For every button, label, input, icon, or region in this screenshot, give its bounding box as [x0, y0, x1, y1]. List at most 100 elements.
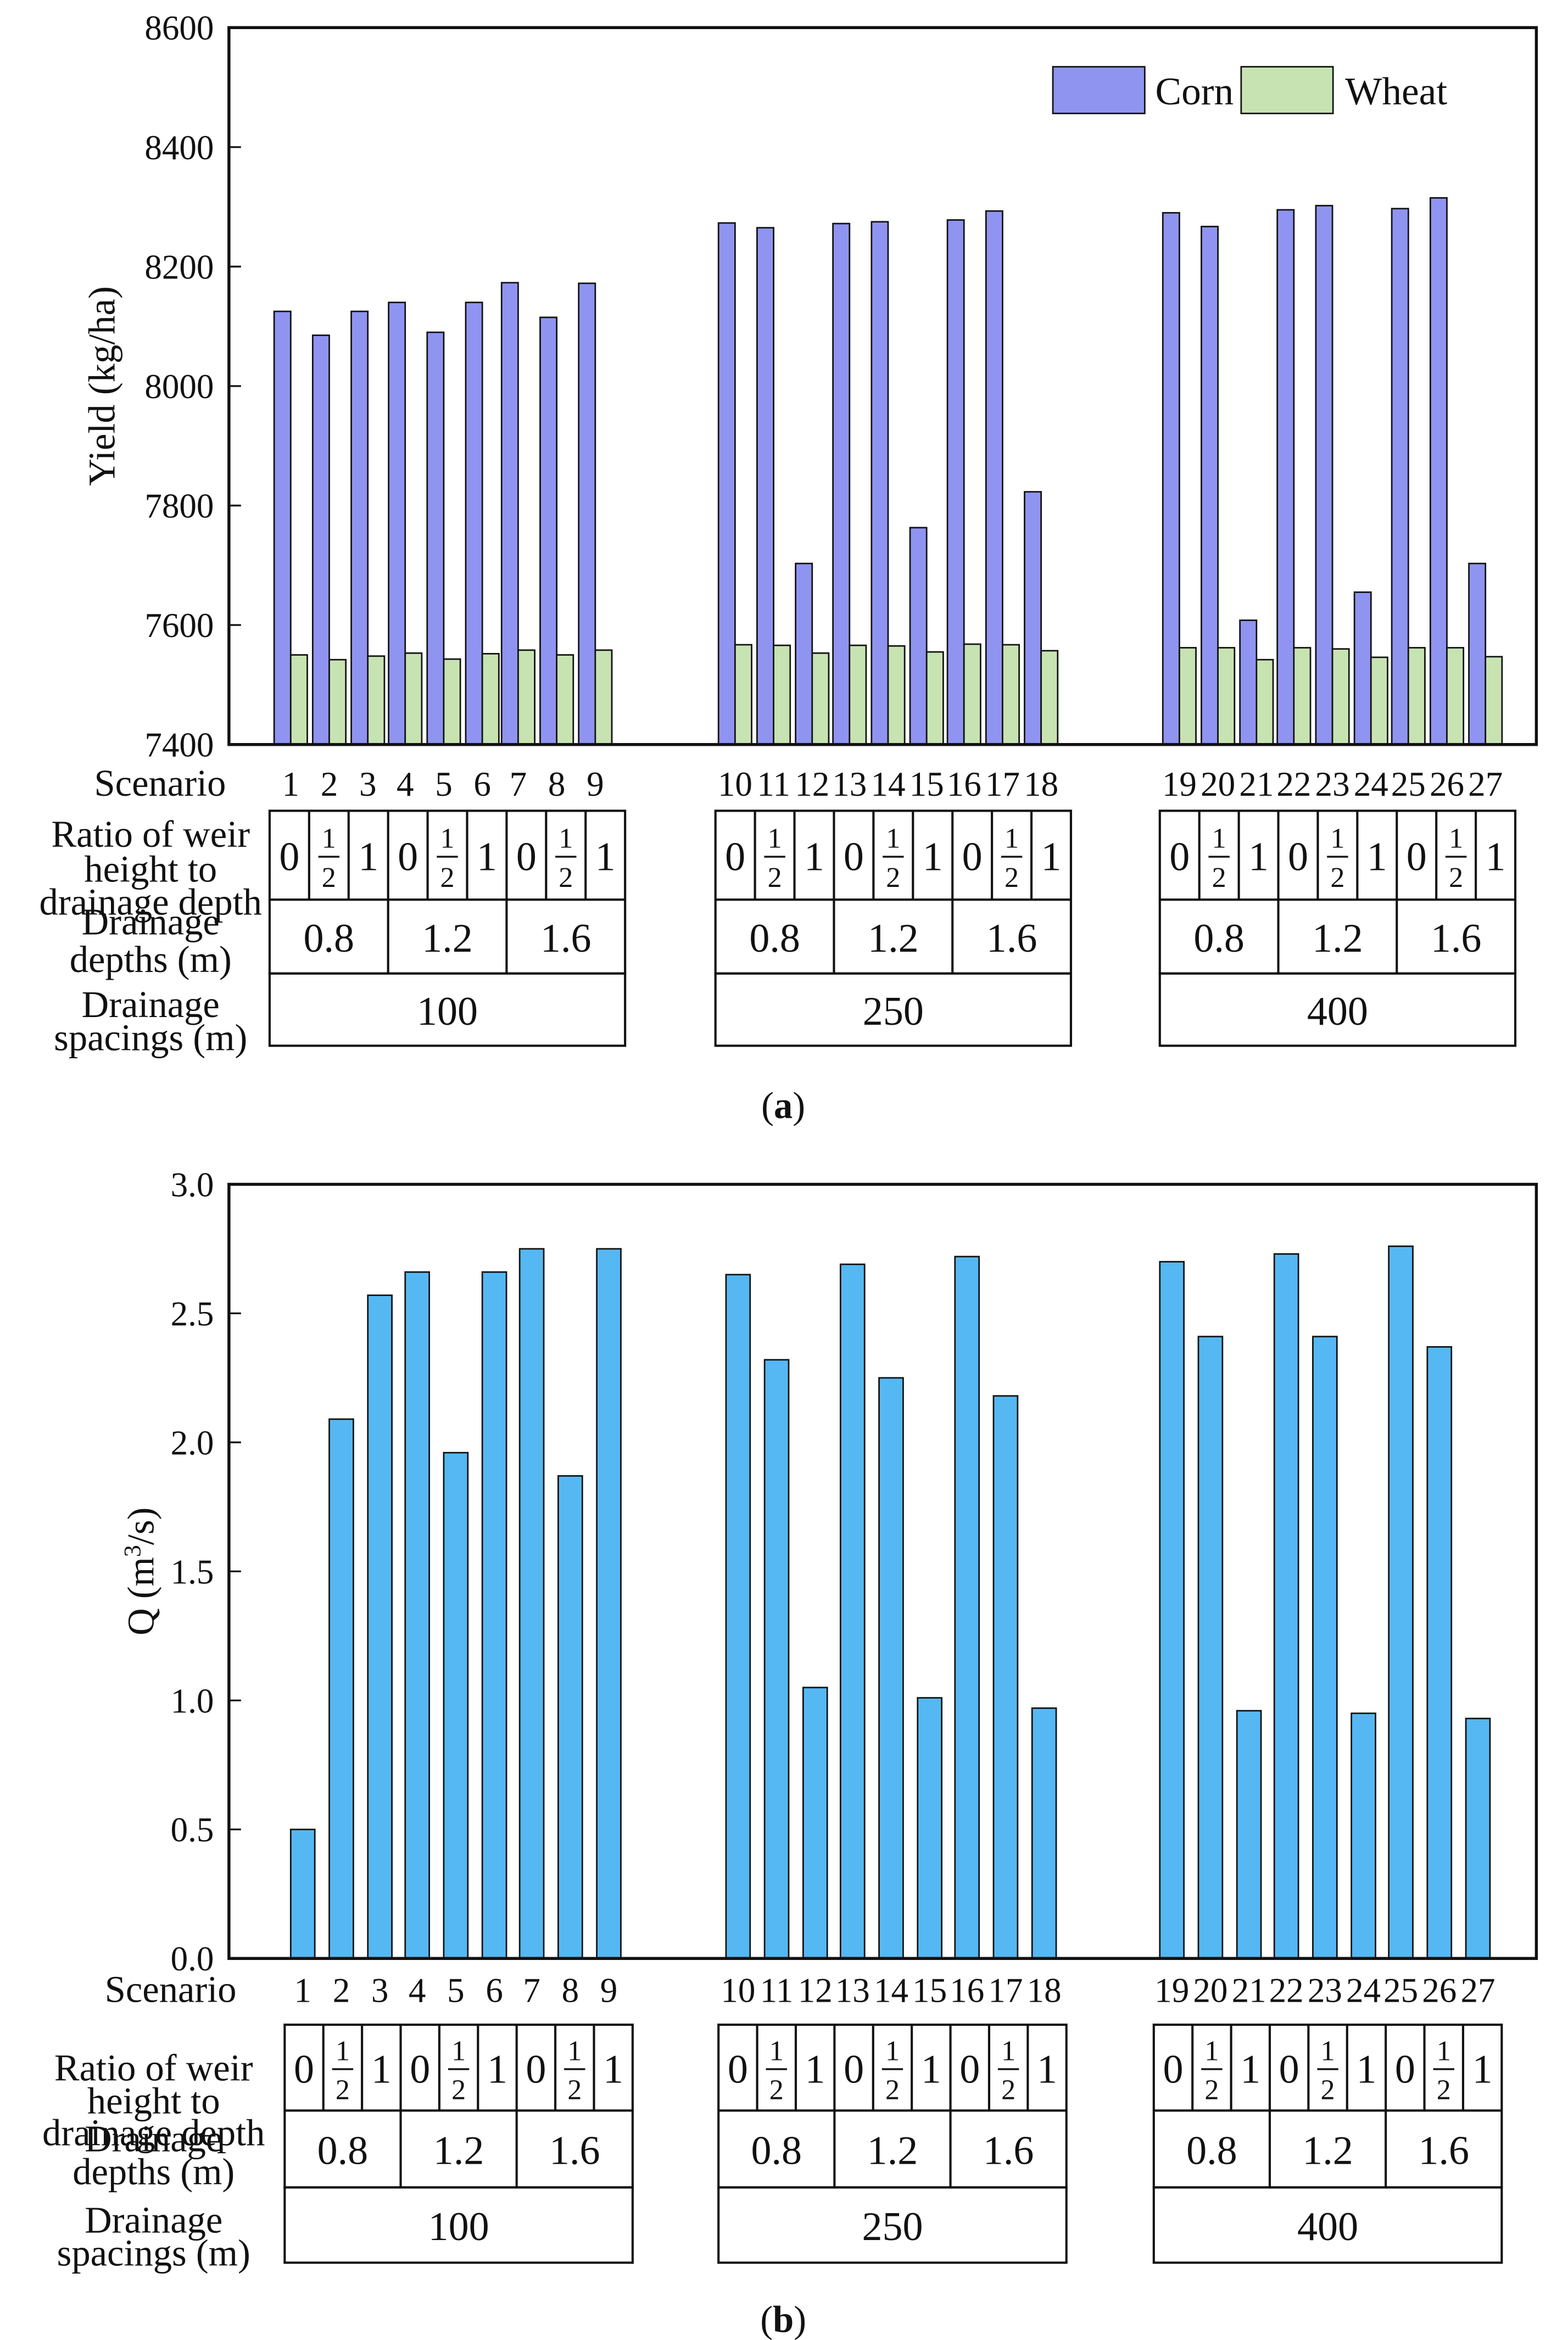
scenario-number: 25	[1383, 1972, 1418, 2010]
ratio-value: 1	[371, 2047, 392, 2092]
y-tick-label: 8600	[144, 9, 214, 47]
ratio-value: 0	[294, 2047, 314, 2092]
scenario-number: 18	[1024, 765, 1058, 803]
bar-wheat-scenario-22	[1293, 647, 1312, 746]
scenario-number: 22	[1276, 765, 1311, 803]
bar-corn-scenario-7	[500, 282, 519, 746]
bar-q-scenario-5	[443, 1451, 469, 1959]
bar-wheat-scenario-15	[925, 651, 944, 746]
depth-value: 0.8	[317, 2129, 369, 2174]
scenario-number: 27	[1468, 765, 1503, 803]
ratio-fraction-numerator: 1	[1001, 2035, 1015, 2067]
ratio-fraction-denominator: 2	[1449, 862, 1463, 893]
scenario-number: 16	[947, 765, 981, 803]
row-label-ratio: Ratio of weir	[51, 813, 250, 855]
bar-corn-scenario-23	[1315, 205, 1333, 746]
y-tick-label: 7600	[144, 606, 214, 645]
ratio-value: 0	[398, 835, 418, 880]
scenario-number: 2	[321, 765, 338, 803]
bar-q-scenario-13	[839, 1263, 866, 1959]
depth-value: 1.2	[1302, 2129, 1353, 2174]
bar-q-scenario-16	[954, 1255, 980, 1959]
scenario-number: 4	[409, 1972, 426, 2010]
scenario-number: 7	[523, 1972, 540, 2010]
ratio-fraction-denominator: 2	[769, 2075, 784, 2106]
ratio-fraction-numerator: 1	[567, 2035, 582, 2067]
ratio-value: 0	[962, 835, 983, 880]
spacing-value: 250	[863, 989, 924, 1034]
scenario-number: 20	[1193, 1972, 1227, 2010]
scenario-number: 13	[835, 1972, 870, 2010]
row-label-depths: Drainage	[85, 2118, 222, 2159]
scenario-number: 9	[587, 765, 604, 803]
bar-q-scenario-24	[1351, 1712, 1376, 1959]
depth-value: 1.6	[540, 916, 592, 961]
ratio-fraction-denominator: 2	[322, 862, 336, 893]
ratio-fraction-denominator: 2	[885, 2075, 900, 2106]
bar-q-scenario-4	[404, 1271, 430, 1959]
bar-wheat-scenario-6	[481, 652, 500, 746]
ratio-fraction-denominator: 2	[440, 862, 455, 893]
scenario-number: 26	[1422, 1972, 1457, 2010]
table-spacing-border	[717, 2186, 1068, 2264]
scenario-number: 2	[333, 1972, 350, 2010]
y-tick-label: 0.0	[171, 1940, 214, 1978]
spacing-value: 250	[862, 2204, 923, 2249]
depth-value: 1.2	[867, 2129, 918, 2174]
bar-corn-scenario-16	[946, 219, 965, 746]
ratio-fraction-denominator: 2	[1212, 862, 1226, 893]
bar-q-scenario-15	[917, 1697, 943, 1959]
bar-wheat-scenario-1	[289, 654, 308, 746]
y-tick-label: 7400	[144, 726, 214, 764]
legend-label-wheat: Wheat	[1345, 70, 1447, 113]
bar-wheat-scenario-27	[1485, 656, 1503, 746]
ratio-fraction-numerator: 1	[440, 823, 455, 855]
ratio-fraction-numerator: 1	[1449, 823, 1463, 855]
ratio-value: 1	[921, 2047, 941, 2092]
ratio-fraction-denominator: 2	[1001, 2075, 1015, 2106]
ratio-value: 0	[728, 2047, 748, 2092]
ratio-value: 0	[516, 835, 537, 880]
ratio-value: 1	[1486, 835, 1506, 880]
ratio-fraction-numerator: 1	[451, 2035, 466, 2067]
legend-label-corn: Corn	[1156, 70, 1234, 113]
ratio-fraction-denominator: 2	[1005, 862, 1019, 893]
scenario-number: 26	[1430, 765, 1464, 803]
bar-corn-scenario-11	[756, 227, 774, 746]
spacing-value: 400	[1307, 989, 1368, 1034]
ratio-value: 1	[595, 835, 616, 880]
scenario-number: 14	[874, 1972, 908, 2010]
legend-swatch-wheat	[1240, 66, 1334, 114]
bar-wheat-scenario-7	[517, 649, 535, 746]
ratio-value: 0	[1279, 2047, 1299, 2092]
bar-corn-scenario-19	[1162, 212, 1180, 746]
ratio-fraction-numerator: 1	[1005, 823, 1019, 855]
y-axis-label: Q (m3/s)	[120, 1507, 162, 1635]
ratio-value: 1	[804, 835, 824, 880]
bar-corn-scenario-15	[909, 527, 928, 746]
y-tick-label: 8000	[144, 367, 214, 406]
bar-q-scenario-7	[518, 1248, 545, 1959]
depth-value: 0.8	[749, 916, 800, 961]
bar-wheat-scenario-12	[811, 652, 830, 746]
ratio-value: 0	[1395, 2047, 1415, 2092]
bar-corn-scenario-21	[1239, 619, 1258, 746]
ratio-fraction-denominator: 2	[768, 862, 782, 893]
table-spacing-border	[283, 2186, 634, 2264]
bar-q-scenario-20	[1197, 1336, 1224, 1959]
table-spacing-border	[1158, 972, 1517, 1047]
bar-corn-scenario-14	[871, 221, 889, 746]
y-tick-label: 8400	[144, 129, 214, 167]
row-label-scenario: Scenario	[94, 762, 226, 804]
bar-q-scenario-6	[481, 1271, 507, 1959]
ratio-fraction-numerator: 1	[1437, 2035, 1451, 2067]
scenario-number: 19	[1154, 1972, 1189, 2010]
bar-q-scenario-17	[992, 1395, 1019, 1959]
bar-corn-scenario-2	[311, 334, 330, 746]
scenario-number: 12	[795, 765, 829, 803]
panel-b-discharge-chart: 0.00.51.01.52.02.53.0Q (m3/s)1 2 3 4 5 6 7 8 9 10…	[42, 1165, 1538, 2340]
row-label-ratio: height to	[87, 2080, 220, 2122]
